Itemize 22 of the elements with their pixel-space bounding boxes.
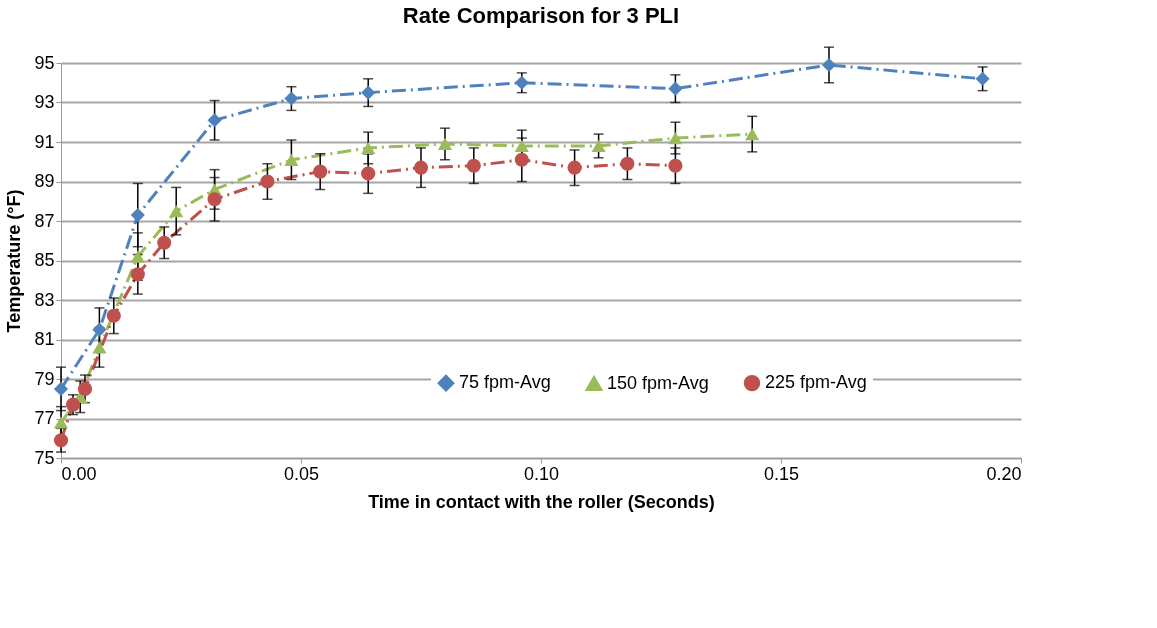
y-tick-label: 95 [34,52,55,73]
y-axis-title: Temperature (°F) [4,189,25,333]
x-tick-label: 0.10 [523,463,560,484]
y-tick-label: 85 [34,250,55,270]
x-tick-label: 0.20 [986,463,1022,484]
y-tick-label: 79 [34,368,55,389]
legend-label: 225 fpm-Avg [765,372,867,393]
x-axis-title: Time in contact with the roller (Seconds) [368,491,715,512]
y-tick-label: 75 [34,447,55,468]
y-tick-label: 89 [34,171,55,191]
chart-title: Rate Comparison for 3 PLI [402,3,680,29]
x-tick-label: 0.05 [283,463,320,484]
y-tick-label: 81 [34,329,55,349]
y-tick-label: 91 [34,131,55,152]
y-tick-label: 93 [34,92,55,112]
legend-label: 150 fpm-Avg [607,372,709,393]
y-tick-label: 77 [34,408,55,428]
y-tick-label: 87 [34,210,55,231]
legend-label: 75 fpm-Avg [459,372,551,393]
x-tick-label: 0.00 [61,463,97,484]
x-tick-label: 0.15 [763,463,800,484]
y-tick-label: 83 [34,289,55,310]
